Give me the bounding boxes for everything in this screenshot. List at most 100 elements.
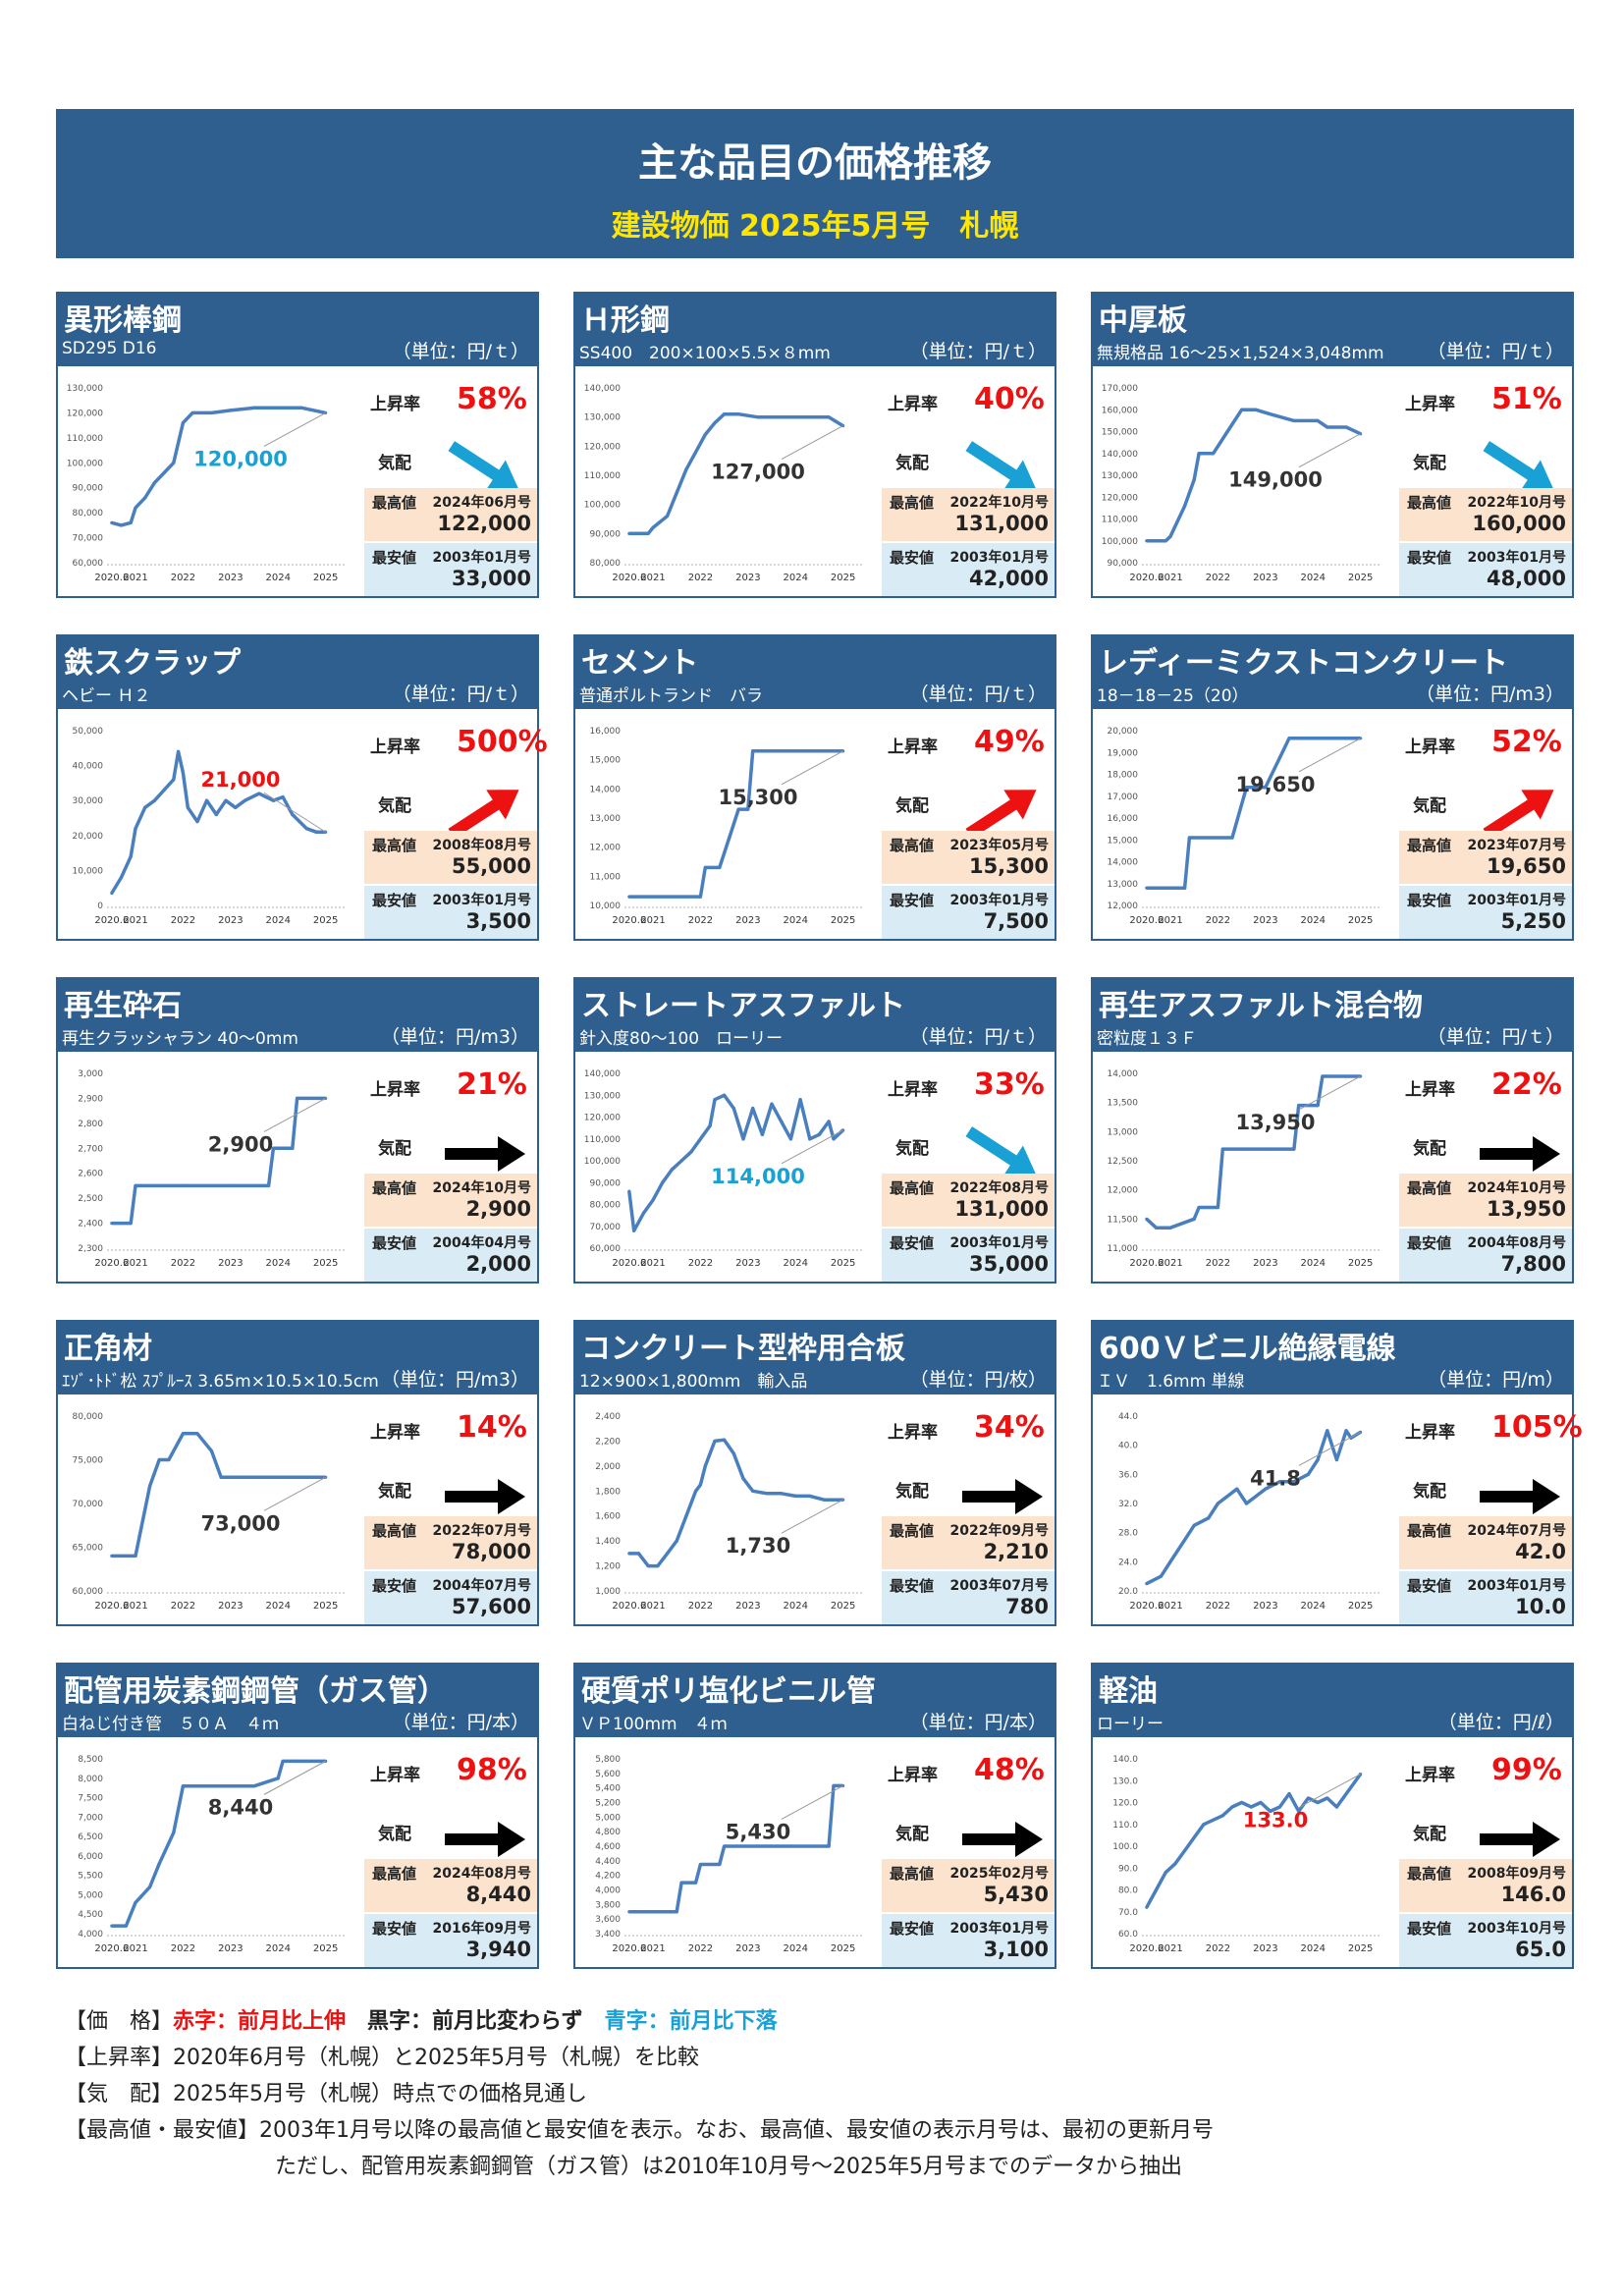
panel-header: レディーミクストコンクリート 18－18－25（20） （単位：円/m3） <box>1093 636 1572 709</box>
legend-line-1: 【価 格】赤字：前月比上伸 黒字：前月比変わらず 青字：前月比下落 <box>65 2009 778 2034</box>
price-point <box>1207 1516 1211 1520</box>
current-price-label: 133.0 <box>1243 1809 1308 1832</box>
y-tick-label: 14,000 <box>1108 858 1139 868</box>
low-price-row: 最安値 2016年09月号 3,940 <box>364 1914 537 1967</box>
price-info: 上昇率 99% 気配 最高値 2008年09月号 146.0 最安値 2003年10月号 65.… <box>1399 1737 1572 1967</box>
low-date: 2003年10月号 <box>1467 1921 1566 1937</box>
item-name: 正角材 <box>64 1332 152 1366</box>
price-point <box>727 837 731 841</box>
trend-flat-arrow-icon <box>1480 1136 1560 1172</box>
trend-label: 気配 <box>895 1825 929 1844</box>
x-tick-label: 2021 <box>640 915 665 926</box>
price-point <box>689 1150 693 1154</box>
panel-header: セメント 普通ポルトランド バラ （単位：円/ｔ） <box>575 636 1055 709</box>
price-point <box>257 792 261 795</box>
price-chart-svg: 1,000 1,200 1,400 1,600 1,800 2,000 2,200 2,400… <box>595 1412 862 1612</box>
trend-label: 気配 <box>378 1825 411 1844</box>
item-unit: （単位：円/m3） <box>381 1369 529 1391</box>
high-value: 42.0 <box>1515 1540 1566 1563</box>
price-point <box>718 1862 722 1867</box>
low-label: 最安値 <box>890 892 935 909</box>
high-label: 最高値 <box>372 1865 417 1883</box>
price-point <box>195 1432 199 1436</box>
price-point <box>143 496 147 500</box>
leader-line <box>781 425 843 461</box>
y-tick-label: 40,000 <box>73 762 104 772</box>
price-point <box>1311 737 1315 740</box>
item-panel: 配管用炭素鋼鋼管（ガス管） 白ねじ付き管 ５０Ａ ４ｍ （単位：円/本） 4,000 4… <box>56 1663 539 1969</box>
price-point <box>1173 1862 1177 1866</box>
x-tick-label: 2021 <box>1158 915 1182 926</box>
y-tick-label: 19,000 <box>1108 748 1139 758</box>
price-point <box>177 441 181 445</box>
rate-value: 40% <box>974 382 1045 416</box>
low-label: 最安値 <box>890 1234 935 1252</box>
high-date: 2024年10月号 <box>1467 1180 1566 1196</box>
y-tick-label: 3,000 <box>78 1069 103 1079</box>
price-point <box>1145 539 1149 543</box>
price-point <box>229 409 233 412</box>
y-tick-label: 1,000 <box>595 1587 621 1597</box>
x-tick-label: 2024 <box>784 1943 808 1954</box>
price-point <box>1216 1502 1220 1505</box>
price-point <box>1159 1574 1163 1578</box>
rate-label: 上昇率 <box>370 395 420 414</box>
item-panel: 再生アスファルト混合物 密粒度１３Ｆ （単位：円/ｔ） 11,000 11,500 12,… <box>1091 977 1574 1284</box>
price-point <box>296 1759 299 1763</box>
price-point <box>147 1885 152 1889</box>
price-chart: 60,000 70,000 80,000 90,000 100,000 110,000 12… <box>58 366 364 596</box>
low-label: 最安値 <box>372 892 417 909</box>
y-tick-label: 120,000 <box>584 442 621 452</box>
high-label: 最高値 <box>890 1522 935 1540</box>
price-point <box>291 812 295 817</box>
y-tick-label: 110,000 <box>584 471 621 481</box>
y-tick-label: 100,000 <box>584 501 621 511</box>
price-point <box>110 1221 114 1226</box>
price-chart-svg: 3,400 3,600 3,800 4,000 4,200 4,400 4,600 4,800… <box>595 1755 862 1954</box>
low-label: 最安値 <box>890 549 935 567</box>
price-line <box>110 749 326 895</box>
price-point <box>190 1784 194 1788</box>
y-tick-label: 130.0 <box>1112 1777 1138 1786</box>
high-date: 2008年08月号 <box>432 838 531 853</box>
high-label: 最高値 <box>1407 1865 1452 1883</box>
current-price-label: 120,000 <box>193 447 288 470</box>
price-point <box>698 895 703 899</box>
high-value: 55,000 <box>451 854 531 878</box>
current-price-label: 5,430 <box>726 1820 790 1843</box>
price-point <box>808 1494 812 1498</box>
price-point <box>110 891 114 896</box>
price-point <box>276 406 280 410</box>
trend-label: 気配 <box>895 1482 929 1502</box>
y-tick-label: 5,000 <box>595 1813 621 1823</box>
y-tick-label: 6,500 <box>78 1832 103 1842</box>
price-point <box>703 865 707 870</box>
trend-down-arrow-icon <box>965 441 1037 490</box>
low-price-row: 最安値 2003年01月号 3,500 <box>364 886 537 939</box>
x-tick-label: 2025 <box>313 573 338 583</box>
price-point <box>713 421 717 425</box>
price-chart-svg: 12,000 13,000 14,000 15,000 16,000 17,000 18,0… <box>1108 727 1380 926</box>
trend-label: 気配 <box>1413 1482 1446 1502</box>
y-tick-label: 13,500 <box>1108 1099 1139 1109</box>
x-tick-label: 2024 <box>784 1258 808 1269</box>
x-tick-label: 2023 <box>218 573 243 583</box>
y-tick-label: 2,500 <box>78 1194 103 1204</box>
low-date: 2016年09月号 <box>432 1921 531 1937</box>
x-tick-label: 2023 <box>218 1258 243 1269</box>
current-price-label: 8,440 <box>208 1795 273 1819</box>
x-tick-label: 2022 <box>688 1258 713 1269</box>
current-price-label: 21,000 <box>200 768 280 792</box>
y-tick-label: 14,000 <box>1108 1069 1139 1079</box>
price-point <box>770 1102 774 1106</box>
price-point <box>675 1910 678 1914</box>
y-tick-label: 170,000 <box>1102 384 1138 394</box>
y-tick-label: 1,200 <box>595 1562 621 1572</box>
y-tick-label: 7,000 <box>78 1813 103 1823</box>
price-chart: 60,000 70,000 80,000 90,000 100,000 110,000 12… <box>575 1052 882 1282</box>
rate-label: 上昇率 <box>888 395 938 414</box>
low-date: 2003年01月号 <box>432 893 531 908</box>
high-price-row: 最高値 2008年09月号 146.0 <box>1399 1859 1572 1912</box>
high-label: 最高値 <box>890 1179 935 1197</box>
low-value: 33,000 <box>451 567 531 590</box>
